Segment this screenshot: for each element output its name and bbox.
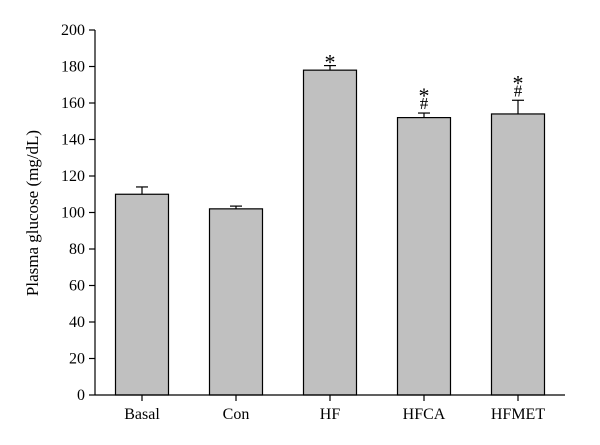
significance-star: * (419, 83, 430, 108)
y-tick-label: 60 (69, 278, 85, 295)
y-tick-label: 80 (69, 241, 85, 258)
x-tick-label-con: Con (223, 406, 250, 423)
x-tick-label-hf: HF (320, 406, 341, 423)
x-axis-labels: Basal Con HF HFCA HFMET (124, 395, 545, 423)
x-tick-label-hfmet: HFMET (491, 406, 545, 423)
bar-hf (302, 69, 358, 396)
y-axis-ticks: 0 20 40 60 80 100 120 140 160 180 200 (61, 22, 95, 404)
y-tick-label: 140 (61, 132, 85, 149)
y-axis-title: Plasma glucose (mg/dL) (23, 130, 42, 296)
significance-hash: # (420, 94, 429, 113)
significance-star: * (513, 70, 524, 95)
y-tick-label: 40 (69, 314, 85, 331)
bar-con (208, 208, 264, 396)
bar-basal (114, 193, 170, 396)
significance-star: * (325, 50, 336, 75)
y-tick-label: 160 (61, 95, 85, 112)
y-tick-label: 180 (61, 59, 85, 76)
y-tick-label: 120 (61, 168, 85, 185)
x-tick-label-basal: Basal (124, 406, 160, 423)
bar-hfmet (490, 113, 546, 396)
y-tick-label: 0 (77, 387, 85, 404)
x-tick-label-hfca: HFCA (403, 406, 446, 423)
y-tick-label: 20 (69, 351, 85, 368)
bar-hfca (396, 116, 452, 396)
y-tick-label: 200 (61, 22, 85, 39)
significance-hash: # (514, 81, 523, 100)
y-tick-label: 100 (61, 205, 85, 222)
bars-group: *#* #* (114, 50, 546, 396)
